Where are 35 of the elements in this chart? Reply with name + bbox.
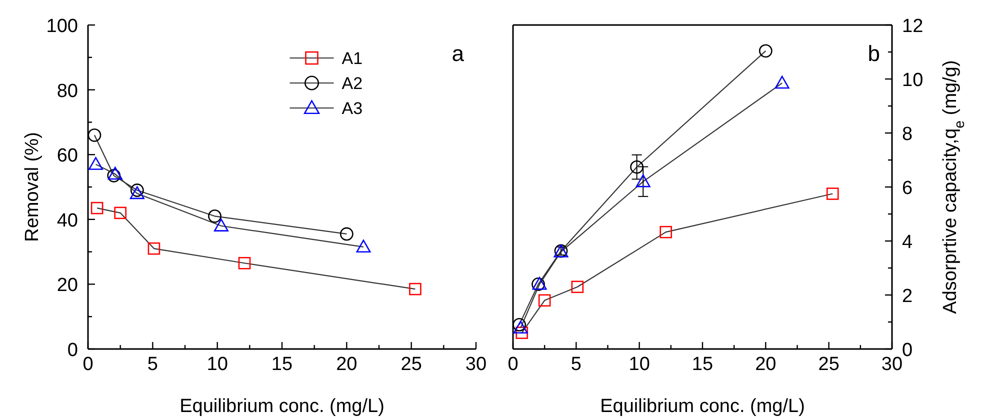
y-tick-label: 40: [56, 210, 78, 232]
y2-tick-label: 12: [902, 16, 924, 37]
annotation: a: [452, 41, 465, 66]
legend-label: A1: [342, 49, 363, 68]
x-tick-label: 25: [818, 354, 840, 375]
y-tick-label: 20: [56, 275, 78, 296]
x-tick-label: 15: [692, 354, 714, 375]
y-tick-label: 100: [46, 16, 78, 37]
x-tick-label: 0: [82, 354, 94, 375]
x-tick-label: 25: [400, 354, 422, 375]
x-tick-label: 0: [508, 354, 518, 375]
y2-tick-label: 0: [902, 340, 913, 361]
x-tick-label: 10: [206, 354, 228, 375]
legend-label: A2: [342, 74, 363, 93]
y2-tick-label: 8: [902, 124, 913, 145]
x-axis-title: Equilibrium conc. (mg/L): [600, 396, 805, 417]
y2-tick-label: 4: [902, 232, 913, 253]
x-tick-label: 30: [465, 354, 487, 375]
annotation: b: [868, 41, 880, 66]
y-tick-label: 60: [56, 146, 78, 167]
legend-label: A3: [342, 99, 363, 118]
y2-tick-label: 6: [902, 178, 913, 199]
y2-tick-label: 10: [902, 70, 924, 91]
x-tick-label: 20: [336, 354, 358, 375]
y-axis-title: Removal (%): [22, 132, 43, 242]
x-axis-title: Equilibrium conc. (mg/L): [180, 396, 384, 417]
y-tick-label: 80: [56, 80, 78, 102]
x-tick-label: 5: [570, 354, 582, 375]
x-tick-label: 15: [271, 354, 293, 375]
x-tick-label: 30: [881, 354, 903, 375]
y2-tick-label: 2: [902, 286, 913, 307]
x-tick-label: 20: [755, 354, 776, 375]
y-tick-label: 0: [67, 340, 78, 361]
x-tick-label: 5: [147, 354, 158, 375]
x-tick-label: 10: [628, 354, 650, 375]
